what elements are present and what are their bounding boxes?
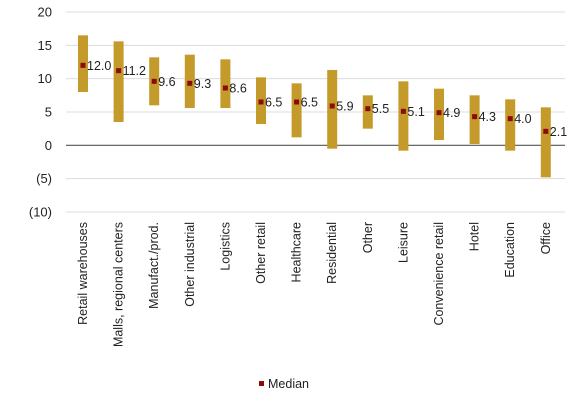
median-marker [222, 85, 228, 91]
range-bar [327, 70, 338, 149]
median-marker [543, 128, 549, 134]
median-marker [400, 108, 406, 114]
median-value-label: 5.5 [372, 102, 389, 116]
median-value-label: 4.9 [443, 106, 460, 120]
x-axis-category-labels: Retail warehouses Malls, regional centers… [76, 222, 553, 347]
range-bar [469, 95, 480, 144]
x-category-label: Other [361, 222, 375, 253]
y-tick-label: 10 [38, 71, 52, 86]
range-bar [362, 95, 373, 129]
x-category-label: Logistics [218, 222, 232, 271]
range-bar [291, 83, 302, 138]
median-marker [80, 62, 86, 68]
legend-median-marker [259, 381, 264, 386]
median-marker [116, 68, 122, 74]
median-marker [258, 99, 264, 105]
median-marker [507, 116, 513, 122]
median-marker [365, 106, 371, 112]
x-category-label: Leisure [396, 222, 410, 263]
median-markers [80, 62, 549, 134]
x-category-label: Hotel [468, 222, 482, 251]
median-value-label: 6.5 [301, 96, 318, 110]
median-marker [329, 103, 335, 109]
median-value-label: 4.3 [479, 110, 496, 124]
legend-median-label: Median [268, 377, 309, 391]
x-category-label: Convenience retail [432, 222, 446, 326]
range-bar [113, 41, 124, 123]
y-tick-label: (10) [29, 205, 52, 220]
median-marker [294, 99, 300, 105]
x-category-label: Office [539, 222, 553, 254]
range-bar [220, 59, 231, 108]
x-category-label: Healthcare [290, 222, 304, 282]
y-tick-label: 0 [45, 138, 52, 153]
median-value-label: 9.6 [158, 75, 175, 89]
median-value-label: 6.5 [265, 96, 282, 110]
median-value-label: 12.0 [87, 59, 111, 73]
median-value-label: 11.2 [123, 64, 146, 78]
median-marker [472, 114, 478, 120]
median-value-label: 5.1 [407, 105, 424, 119]
x-category-label: Manufact./prod. [147, 222, 161, 309]
y-tick-label: 15 [38, 38, 52, 53]
median-marker [436, 110, 442, 116]
median-marker [187, 80, 193, 86]
median-value-label: 2.1 [550, 125, 567, 139]
y-tick-label: 5 [45, 105, 52, 120]
y-tick-label: (5) [36, 171, 52, 186]
median-value-labels: 12.0 11.2 9.6 9.3 8.6 6.5 6.5 5.9 5.5 5.1 4.9 4.3 4.… [87, 59, 567, 139]
median-value-label: 9.3 [194, 77, 211, 91]
range-bar [505, 99, 516, 151]
median-value-label: 4.0 [514, 112, 531, 126]
y-tick-label: 20 [38, 5, 52, 20]
median-value-label: 8.6 [229, 82, 246, 96]
y-axis-tick-labels: 20 15 10 5 0 (5) (10) [29, 5, 52, 220]
median-marker [151, 78, 157, 84]
x-category-label: Other industrial [183, 222, 197, 307]
x-category-label: Residential [325, 222, 339, 284]
x-category-label: Malls, regional centers [112, 222, 126, 347]
x-category-label: Other retail [254, 222, 268, 284]
range-bar [540, 107, 551, 178]
gridlines [66, 11, 565, 213]
range-bar [398, 81, 409, 151]
x-category-label: Retail warehouses [76, 222, 90, 325]
x-category-label: Education [503, 222, 517, 278]
legend: Median [259, 377, 309, 391]
median-value-label: 5.9 [336, 100, 353, 114]
